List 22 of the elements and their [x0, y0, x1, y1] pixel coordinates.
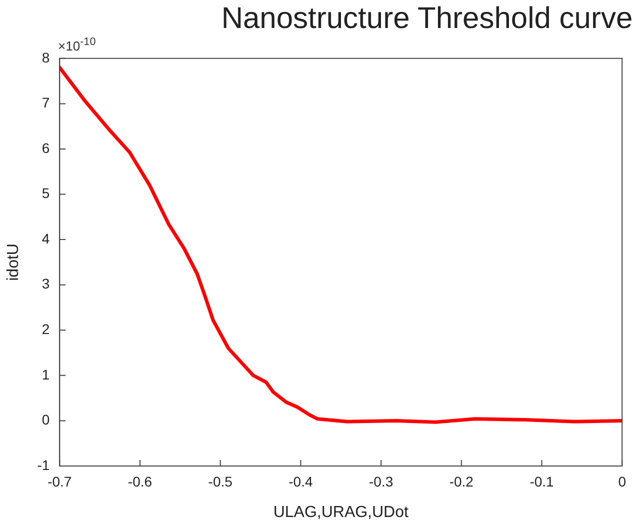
- y-tick-label: 1: [42, 366, 50, 382]
- y-tick-label: 0: [42, 412, 50, 428]
- text: ×10$^{-10}$: [58, 36, 96, 54]
- x-tick-label: -0.4: [288, 473, 313, 490]
- x-tick-label: -0.3: [368, 473, 394, 490]
- y-tick-label: 3: [42, 276, 50, 292]
- y-tick-label: 5: [42, 185, 50, 202]
- y-tick-label: 7: [42, 94, 50, 111]
- y-tick-label: -1: [37, 456, 50, 473]
- y-tick-label: 6: [42, 140, 50, 156]
- y-axis-title: idotU: [5, 244, 22, 281]
- x-tick-label: -0.2: [449, 473, 474, 490]
- x-tick-label: -0.6: [128, 473, 152, 490]
- chart-title: Nanostructure Threshold curve: [220, 2, 634, 36]
- x-tick-label: -0.7: [48, 473, 72, 490]
- y-tick-label: 8: [42, 49, 50, 66]
- x-axis-title: ULAG,URAG,UDot: [273, 504, 410, 521]
- x-tick-label: -0.1: [530, 473, 554, 490]
- y-tick-label: 2: [42, 320, 50, 337]
- x-tick-label: 0: [618, 473, 626, 490]
- x-tick-label: -0.5: [208, 473, 233, 490]
- y-tick-label: 4: [42, 230, 50, 246]
